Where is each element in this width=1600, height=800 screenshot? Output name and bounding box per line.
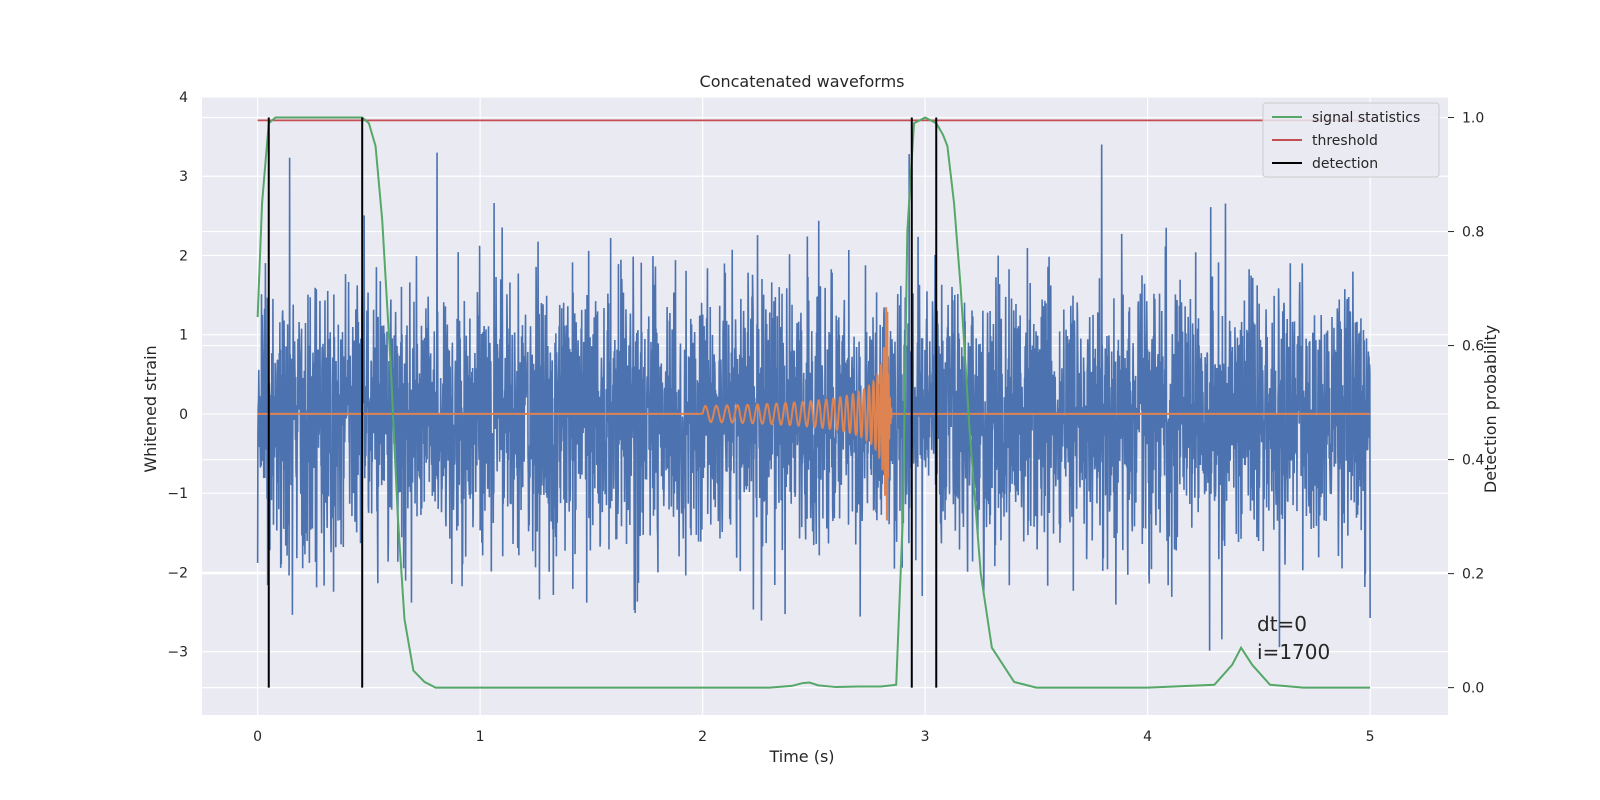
y-tick-label: −1 <box>167 486 188 502</box>
legend-label-detection: detection <box>1312 156 1378 172</box>
y-tick-label: 4 <box>179 90 188 106</box>
annotation-dt: dt=0 <box>1257 612 1307 636</box>
signal-statistics-line <box>256 116 1371 689</box>
x-tick-label: 4 <box>1143 729 1152 745</box>
y-tick-label: 3 <box>179 169 188 185</box>
y2-tick-label: 0.2 <box>1462 567 1484 583</box>
y2-tick-label: 1.0 <box>1462 111 1484 127</box>
y2-axis-label: Detection probability <box>1481 325 1500 493</box>
legend-label-signal-statistics: signal statistics <box>1312 110 1420 126</box>
chirp-line <box>701 307 893 521</box>
y2-tick-label: 0.4 <box>1462 453 1484 469</box>
y-tick-label: −2 <box>167 565 188 581</box>
y2-tick-label: 0.0 <box>1462 681 1484 697</box>
y2-tick-label: 0.8 <box>1462 225 1484 241</box>
x-tick-label: 3 <box>921 729 930 745</box>
right-axis-series <box>256 116 1371 689</box>
legend-label-threshold: threshold <box>1312 133 1378 149</box>
y-tick-label: 0 <box>179 407 188 423</box>
legend-box <box>1262 102 1440 178</box>
series-chirp <box>257 307 1371 521</box>
tick-labels: 0 1 2 3 4 5 −3 −2 −1 0 1 2 3 4 0.0 0.2 0.4 0.6 0.8 1.0 <box>167 90 1484 745</box>
legend: signal statistics threshold detection <box>1262 102 1440 178</box>
x-tick-label: 2 <box>698 729 707 745</box>
series-noise <box>256 144 1371 651</box>
x-tick-label: 0 <box>253 729 262 745</box>
annotation-i: i=1700 <box>1257 640 1330 664</box>
y-tick-label: −3 <box>167 645 188 661</box>
y-tick-label: 1 <box>179 328 188 344</box>
x-axis-label: Time (s) <box>768 747 834 766</box>
noise-line <box>256 144 1371 651</box>
y2-tick-label: 0.6 <box>1462 339 1484 355</box>
x-tick-label: 5 <box>1366 729 1375 745</box>
x-tick-label: 1 <box>476 729 485 745</box>
y-tick-label: 2 <box>179 248 188 264</box>
chart-title: Concatenated waveforms <box>700 72 905 91</box>
y-axis-label: Whitened strain <box>141 345 160 472</box>
